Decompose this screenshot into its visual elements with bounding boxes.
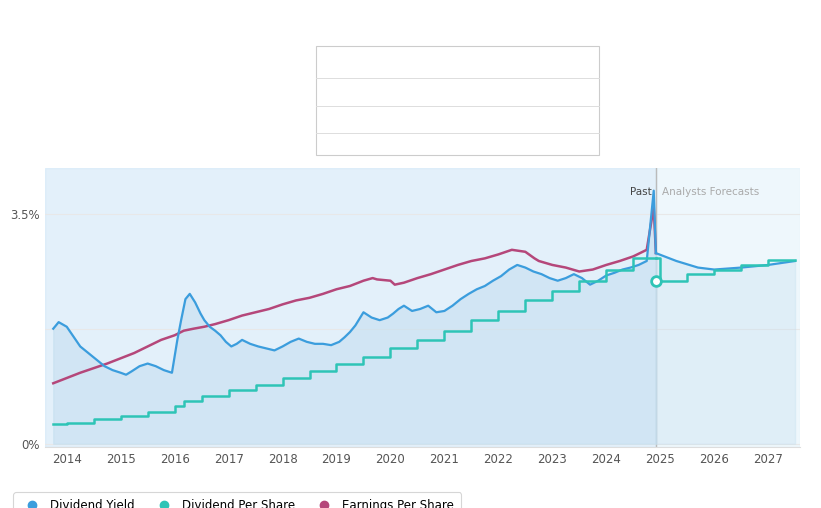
Text: Analysts Forecasts: Analysts Forecasts bbox=[663, 187, 759, 197]
Text: JP¥37,500: JP¥37,500 bbox=[460, 114, 522, 124]
Bar bbox=[45, 168, 656, 447]
Text: /yr: /yr bbox=[507, 114, 525, 124]
Text: Dividend Per Share: Dividend Per Share bbox=[326, 114, 433, 124]
Text: 2.9%: 2.9% bbox=[460, 88, 491, 98]
Legend: Dividend Yield, Dividend Per Share, Earnings Per Share: Dividend Yield, Dividend Per Share, Earn… bbox=[13, 492, 461, 508]
Text: Nov 29 2024: Nov 29 2024 bbox=[326, 60, 414, 73]
Text: Earnings Per Share: Earnings Per Share bbox=[326, 140, 432, 150]
Bar bbox=[656, 168, 800, 447]
Text: No data: No data bbox=[460, 140, 503, 150]
Text: Dividend Yield: Dividend Yield bbox=[326, 88, 406, 98]
Text: /yr: /yr bbox=[484, 88, 503, 98]
Text: Past: Past bbox=[630, 187, 652, 197]
